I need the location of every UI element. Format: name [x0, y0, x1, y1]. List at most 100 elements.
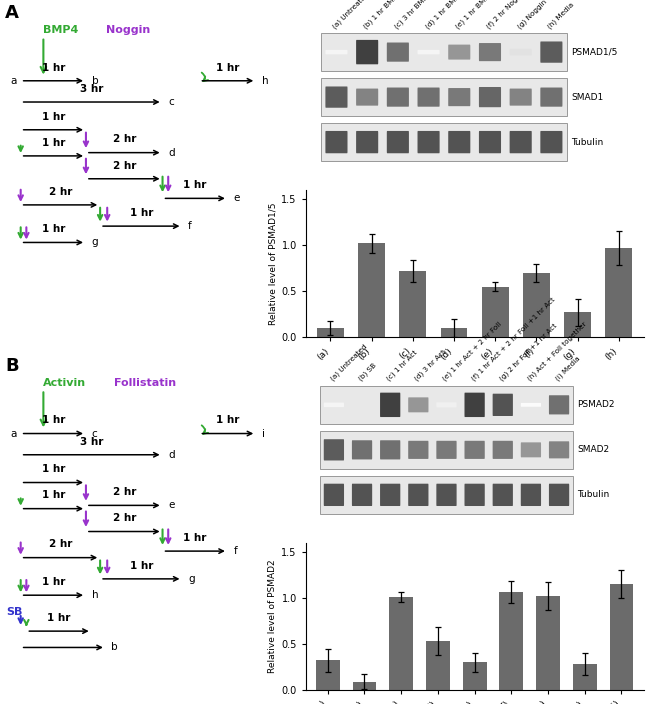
Text: 1 hr: 1 hr [129, 208, 153, 218]
FancyBboxPatch shape [387, 42, 409, 62]
FancyBboxPatch shape [417, 131, 439, 153]
FancyBboxPatch shape [326, 131, 348, 153]
FancyBboxPatch shape [479, 43, 501, 61]
Text: (d) 1 hr BMP + 2 hr Noggin: (d) 1 hr BMP + 2 hr Noggin [424, 0, 498, 30]
FancyBboxPatch shape [493, 484, 513, 506]
FancyBboxPatch shape [521, 403, 541, 407]
FancyBboxPatch shape [479, 131, 501, 153]
FancyBboxPatch shape [380, 484, 400, 506]
Text: (a) Untreated: (a) Untreated [330, 344, 369, 382]
FancyBboxPatch shape [465, 441, 485, 459]
Text: Tubulin: Tubulin [577, 491, 610, 499]
FancyBboxPatch shape [352, 440, 372, 460]
FancyBboxPatch shape [436, 441, 456, 459]
FancyBboxPatch shape [387, 87, 409, 107]
Text: (b) 1 hr BMP: (b) 1 hr BMP [363, 0, 399, 30]
FancyBboxPatch shape [549, 441, 569, 458]
Text: SMAD2: SMAD2 [577, 446, 610, 454]
Text: 2 hr: 2 hr [112, 487, 136, 497]
FancyBboxPatch shape [324, 439, 344, 460]
Text: 1 hr: 1 hr [42, 465, 65, 474]
Text: 1 hr: 1 hr [42, 112, 65, 122]
Text: a: a [11, 429, 17, 439]
Text: i: i [262, 429, 265, 439]
Text: 1 hr: 1 hr [42, 577, 65, 587]
Text: 2 hr: 2 hr [112, 513, 136, 523]
Text: (h) Media: (h) Media [547, 1, 575, 30]
Text: 1 hr: 1 hr [42, 225, 65, 234]
Text: a: a [11, 76, 17, 86]
FancyBboxPatch shape [356, 131, 378, 153]
FancyBboxPatch shape [448, 131, 471, 153]
Text: (i) Media: (i) Media [554, 356, 581, 382]
Text: (g) 2 hr Foll +1 hr Act: (g) 2 hr Foll +1 hr Act [498, 322, 558, 382]
FancyBboxPatch shape [479, 87, 501, 107]
Bar [605, 248, 632, 337]
Text: 2 hr: 2 hr [49, 187, 72, 196]
FancyBboxPatch shape [436, 484, 456, 506]
Text: e: e [168, 501, 175, 510]
FancyBboxPatch shape [448, 88, 471, 106]
Text: 1 hr: 1 hr [183, 533, 207, 543]
FancyBboxPatch shape [408, 397, 428, 413]
FancyBboxPatch shape [352, 484, 372, 506]
Text: d: d [168, 450, 175, 460]
Text: 1 hr: 1 hr [183, 180, 207, 190]
Bar [536, 596, 560, 690]
FancyBboxPatch shape [436, 402, 456, 408]
FancyBboxPatch shape [408, 484, 428, 506]
FancyBboxPatch shape [324, 484, 344, 506]
FancyBboxPatch shape [510, 49, 532, 56]
Text: (d) 3 hr Act: (d) 3 hr Act [414, 349, 447, 382]
FancyBboxPatch shape [380, 393, 400, 417]
FancyBboxPatch shape [321, 123, 567, 161]
FancyBboxPatch shape [326, 87, 348, 108]
FancyBboxPatch shape [380, 440, 400, 460]
Text: g: g [92, 237, 98, 248]
FancyBboxPatch shape [321, 78, 567, 116]
FancyBboxPatch shape [540, 131, 562, 153]
Text: b: b [111, 643, 118, 653]
Text: (b) SB: (b) SB [358, 362, 378, 382]
Text: e: e [233, 194, 240, 203]
Text: 2 hr: 2 hr [112, 161, 136, 170]
Text: (c) 3 hr BMP: (c) 3 hr BMP [393, 0, 429, 30]
Bar [389, 597, 413, 690]
FancyBboxPatch shape [540, 87, 562, 107]
Text: f: f [188, 221, 192, 231]
FancyBboxPatch shape [510, 131, 532, 153]
Bar [499, 593, 523, 690]
Text: SB: SB [6, 607, 23, 617]
Bar [564, 313, 591, 337]
FancyBboxPatch shape [448, 44, 471, 60]
Bar [441, 328, 467, 337]
Text: (a) Untreated: (a) Untreated [332, 0, 371, 30]
Bar [523, 273, 550, 337]
FancyBboxPatch shape [521, 484, 541, 506]
Text: (f) 1 hr Act + 2 hr Foll +1 hr Act: (f) 1 hr Act + 2 hr Foll +1 hr Act [470, 296, 556, 382]
FancyBboxPatch shape [326, 50, 348, 54]
Text: Noggin: Noggin [106, 25, 150, 35]
Bar [400, 271, 426, 337]
Text: Follistatin: Follistatin [114, 378, 176, 388]
FancyBboxPatch shape [521, 442, 541, 458]
Text: (g) Noggin + BMP together: (g) Noggin + BMP together [516, 0, 590, 30]
Bar [463, 662, 487, 690]
FancyBboxPatch shape [320, 431, 573, 469]
FancyBboxPatch shape [540, 42, 562, 63]
FancyBboxPatch shape [465, 393, 485, 417]
FancyBboxPatch shape [324, 403, 344, 407]
Bar [358, 244, 385, 337]
Text: Activin: Activin [44, 378, 86, 388]
Text: A: A [5, 4, 19, 22]
FancyBboxPatch shape [417, 87, 439, 107]
FancyBboxPatch shape [493, 441, 513, 459]
FancyBboxPatch shape [320, 476, 573, 514]
FancyBboxPatch shape [493, 394, 513, 416]
Text: 1 hr: 1 hr [47, 613, 71, 623]
Text: h: h [262, 76, 268, 86]
Bar [317, 328, 344, 337]
Y-axis label: Relative level of PSMAD1/5: Relative level of PSMAD1/5 [268, 202, 277, 325]
Text: h: h [92, 590, 98, 601]
Text: 1 hr: 1 hr [216, 415, 239, 425]
